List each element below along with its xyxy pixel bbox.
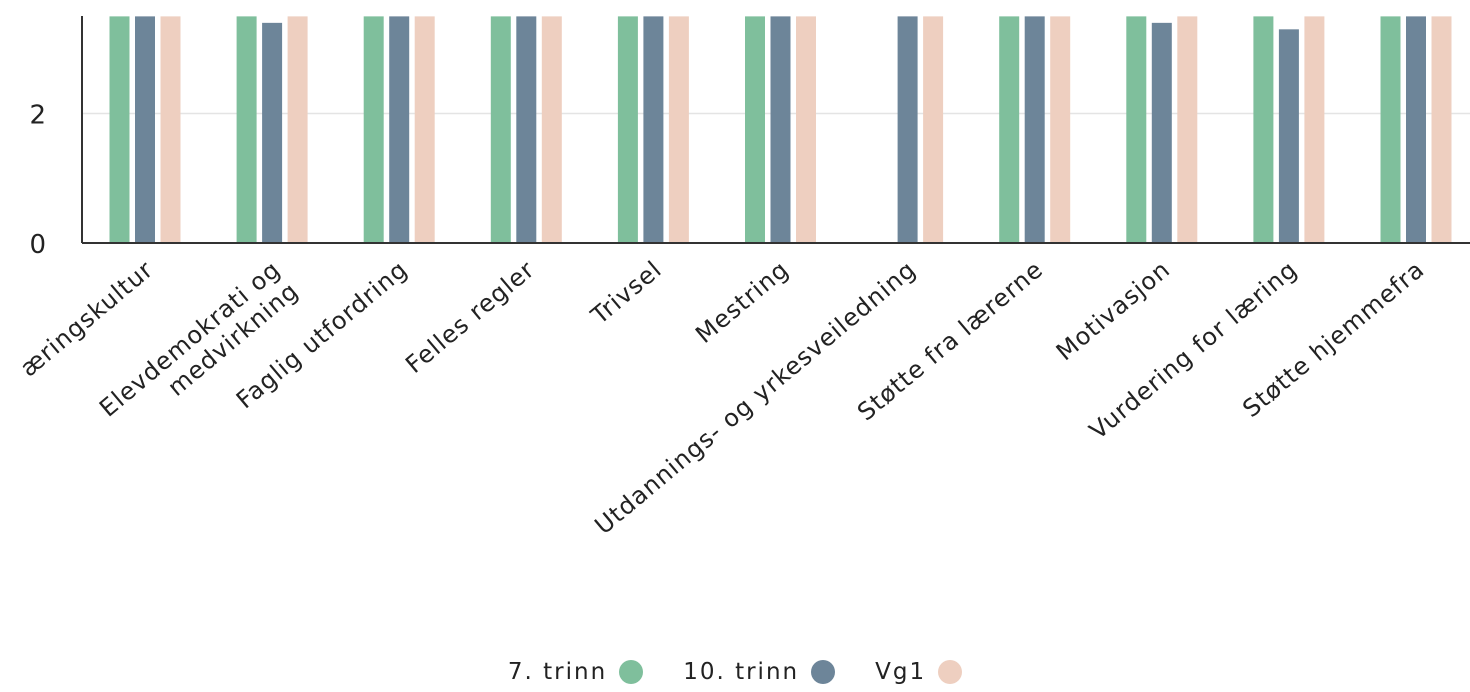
legend-item-vg1[interactable]: Vg1 <box>875 659 963 685</box>
bar[interactable]: 7. trinn: 3.5 <box>1126 16 1147 243</box>
bar[interactable]: Vg1: 3.5 <box>1050 16 1071 243</box>
bar[interactable]: 10. trinn: 3.5 <box>389 16 410 243</box>
bar[interactable]: 7. trinn: 3.5 <box>236 16 257 243</box>
bar[interactable]: Vg1: 3.5 <box>541 16 562 243</box>
bar[interactable]: 7. trinn: 3.5 <box>1253 16 1274 243</box>
bar[interactable]: Vg1: 3.5 <box>1431 16 1452 243</box>
x-tick-label: Trivsel <box>585 255 667 330</box>
bar[interactable]: 10. trinn: 3.5 <box>135 16 155 243</box>
bar[interactable]: 7. trinn: 3.5 <box>363 16 384 243</box>
legend-label-vg1: Vg1 <box>875 659 927 685</box>
bar[interactable]: Vg1: 3.5 <box>796 16 816 243</box>
bar[interactable]: 7. trinn: 3.5 <box>617 16 638 243</box>
bar[interactable]: 10. trinn: 3.5 <box>516 16 537 243</box>
legend-marker-vg1 <box>938 660 963 684</box>
bar[interactable]: Vg1: 3.5 <box>414 16 435 243</box>
bar[interactable]: 10. trinn: 3.5 <box>643 16 664 243</box>
legend-label-7-trinn: 7. trinn <box>507 659 608 685</box>
bar[interactable]: Vg1: 3.5 <box>160 16 181 243</box>
x-tick-label: Vurdering for læring <box>1084 255 1303 445</box>
bar[interactable]: 10. trinn: 3.4 <box>1151 22 1172 243</box>
x-tick-label: Mestring <box>690 255 794 349</box>
x-tick-label: æringskultur <box>15 255 159 382</box>
legend-item-7-trinn[interactable]: 7. trinn <box>507 659 644 685</box>
legend: 7. trinn 10. trinn Vg1 <box>0 652 1470 692</box>
bar[interactable]: 7. trinn: 3.5 <box>745 16 765 243</box>
legend-marker-7-trinn <box>619 660 644 684</box>
bar[interactable]: 10. trinn: 3.4 <box>262 22 283 243</box>
bar[interactable]: Vg1: 3.5 <box>1177 16 1198 243</box>
bar[interactable]: 7. trinn: 3.5 <box>999 16 1020 243</box>
legend-marker-10-trinn <box>811 660 836 684</box>
legend-item-10-trinn[interactable]: 10. trinn <box>683 659 836 685</box>
x-tick-label: Motivasjon <box>1051 255 1176 366</box>
bar[interactable]: 7. trinn: 3.5 <box>490 16 511 243</box>
bar[interactable]: Vg1: 3.5 <box>923 16 944 243</box>
bar[interactable]: 10. trinn: 3.5 <box>897 16 918 243</box>
bar[interactable]: 10. trinn: 3.3 <box>1278 29 1299 244</box>
bar[interactable]: Vg1: 3.5 <box>1304 16 1325 243</box>
legend-label-10-trinn: 10. trinn <box>683 659 800 685</box>
bar[interactable]: 10. trinn: 3.5 <box>1024 16 1045 243</box>
bar[interactable]: 7. trinn: 3.5 <box>109 16 130 243</box>
bar[interactable]: 10. trinn: 3.5 <box>770 16 791 243</box>
bar[interactable]: 10. trinn: 3.5 <box>1406 16 1426 243</box>
bar[interactable]: Vg1: 3.5 <box>668 16 689 243</box>
x-tick-label: Felles regler <box>400 255 540 379</box>
y-tick-label: 2 <box>29 101 46 131</box>
bar[interactable]: Vg1: 3.5 <box>287 16 308 243</box>
y-tick-label: 0 <box>29 230 46 260</box>
bar[interactable]: 7. trinn: 3.5 <box>1380 16 1401 243</box>
